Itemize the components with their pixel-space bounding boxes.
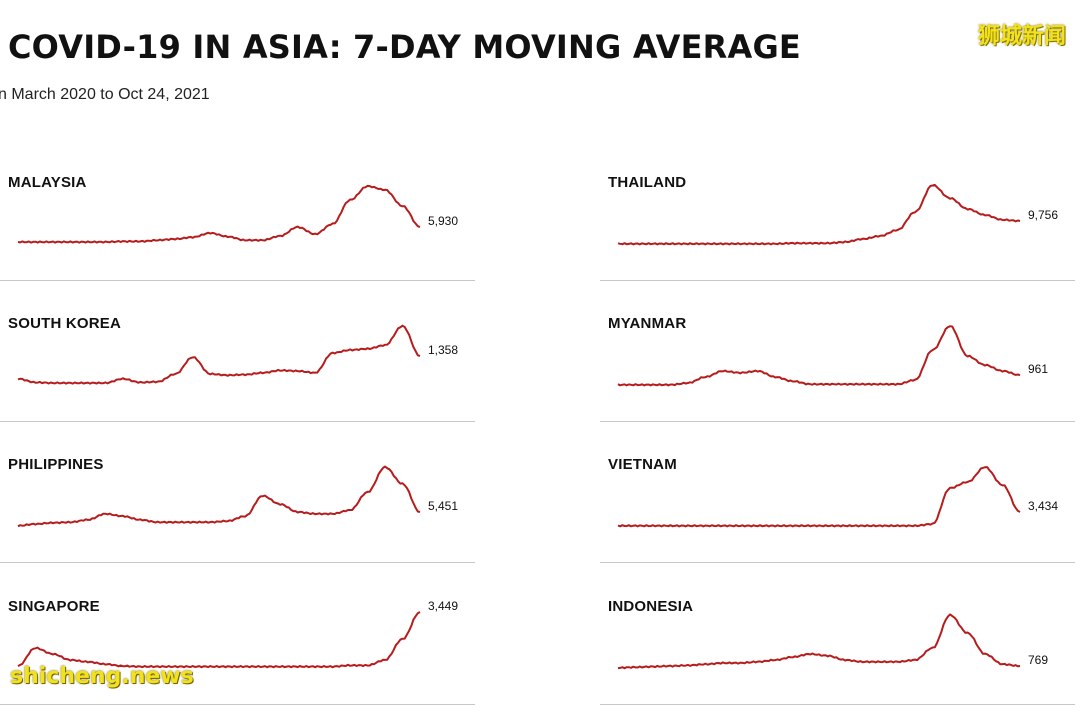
chart-subtitle: n March 2020 to Oct 24, 2021	[0, 86, 210, 103]
line-chart: 3,449	[17, 599, 458, 669]
chart-title: COVID-19 IN ASIA: 7-DAY MOVING AVERAGE	[8, 28, 801, 66]
panel-singapore: SINGAPORE 3,449	[0, 579, 475, 719]
line-chart: 3,434	[617, 466, 1058, 528]
panel-vietnam: VIETNAM 3,434	[600, 437, 1075, 577]
panel-thailand: THAILAND 9,756	[600, 155, 1075, 295]
panel-divider	[0, 421, 475, 422]
country-label: PHILIPPINES	[8, 456, 104, 473]
line-chart: 5,451	[17, 465, 458, 528]
last-value-label: 5,451	[428, 499, 458, 513]
panel-divider	[600, 280, 1075, 281]
country-label: MALAYSIA	[8, 174, 87, 191]
panel-divider	[0, 704, 475, 705]
series-line	[17, 465, 421, 528]
series-line	[17, 324, 421, 385]
country-label: SINGAPORE	[8, 598, 100, 615]
country-label: INDONESIA	[608, 598, 694, 615]
line-chart: 5,930	[17, 184, 458, 244]
line-chart: 961	[617, 325, 1048, 387]
last-value-label: 5,930	[428, 214, 458, 228]
panel-divider	[0, 562, 475, 563]
panel-divider	[600, 562, 1075, 563]
series-line	[617, 325, 1021, 387]
panel-philippines: PHILIPPINES 5,451	[0, 437, 475, 577]
series-line	[17, 611, 421, 669]
country-label: SOUTH KOREA	[8, 315, 122, 332]
last-value-label: 3,434	[1028, 499, 1058, 513]
watermark-site: shicheng.news	[10, 664, 194, 689]
panel-divider	[0, 280, 475, 281]
line-chart: 1,358	[17, 324, 458, 385]
line-chart: 9,756	[617, 183, 1058, 246]
last-value-label: 961	[1028, 362, 1048, 376]
country-label: THAILAND	[608, 174, 687, 191]
series-line	[617, 183, 1021, 246]
series-line	[17, 184, 421, 244]
country-label: VIETNAM	[608, 456, 677, 473]
panel-divider	[600, 704, 1075, 705]
line-chart: 769	[617, 613, 1048, 670]
watermark-chinese: 狮城新闻	[977, 24, 1066, 49]
panel-malaysia: MALAYSIA 5,930	[0, 155, 475, 295]
last-value-label: 769	[1028, 653, 1048, 667]
panel-indonesia: INDONESIA 769	[600, 579, 1075, 719]
last-value-label: 3,449	[428, 599, 458, 613]
country-label: MYANMAR	[608, 315, 687, 332]
series-line	[617, 466, 1021, 528]
panel-myanmar: MYANMAR 961	[600, 296, 1075, 436]
last-value-label: 1,358	[428, 343, 458, 357]
panel-south-korea: SOUTH KOREA 1,358	[0, 296, 475, 436]
last-value-label: 9,756	[1028, 208, 1058, 222]
series-line	[617, 613, 1021, 670]
panel-divider	[600, 421, 1075, 422]
